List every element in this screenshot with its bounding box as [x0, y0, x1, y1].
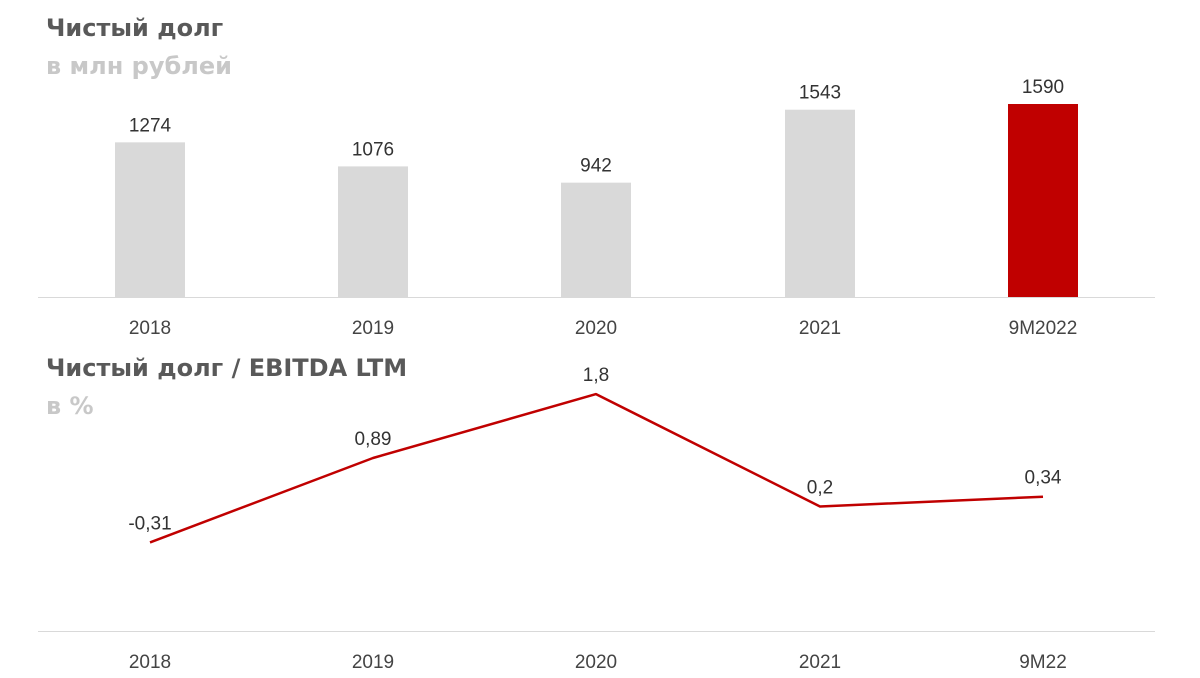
bar-value-label: 942 — [580, 156, 612, 177]
bar-9M2022 — [1008, 104, 1078, 297]
bar-chart-subtitle: в млн рублей — [46, 52, 232, 80]
bar-value-label: 1590 — [1022, 77, 1064, 98]
line-chart-subtitle: в % — [46, 392, 94, 420]
net-debt-ebitda-line-chart: -0,31 2018 0,89 2019 1,8 2020 0,2 2021 0,34 9M22 — [38, 365, 1155, 673]
line-value-label: 0,2 — [807, 478, 833, 499]
line-x-tick-label: 2019 — [352, 652, 394, 673]
line-x-tick-label: 9M22 — [1019, 652, 1067, 673]
bar-2019 — [338, 166, 408, 297]
bar-value-label: 1543 — [799, 83, 841, 104]
line-x-tick-label: 2021 — [799, 652, 841, 673]
line-value-label: 0,89 — [355, 429, 392, 450]
bar-value-label: 1076 — [352, 139, 394, 160]
line-value-label: -0,31 — [128, 513, 171, 534]
line-value-label: 1,8 — [583, 365, 609, 386]
line-x-tick-label: 2018 — [129, 652, 171, 673]
bar-value-label: 1274 — [129, 115, 172, 136]
line-chart-title: Чистый долг / EBITDA LTM — [46, 354, 408, 382]
line-value-label: 0,34 — [1025, 468, 1062, 489]
net-debt-bar-chart: 1274 2018 1076 2019 942 2020 1543 2021 1590 9M202… — [38, 77, 1155, 339]
series-line — [149, 392, 1044, 544]
bar-2021 — [785, 109, 855, 297]
bar-x-tick-label: 2018 — [129, 318, 171, 339]
bar-2020 — [561, 182, 631, 297]
bar-x-tick-label: 2021 — [799, 318, 841, 339]
bar-chart-title: Чистый долг — [46, 14, 224, 42]
bar-x-tick-label: 9M2022 — [1009, 318, 1078, 339]
bar-x-tick-label: 2019 — [352, 318, 394, 339]
bar-2018 — [115, 142, 185, 297]
line-x-tick-label: 2020 — [575, 652, 617, 673]
bar-x-tick-label: 2020 — [575, 318, 617, 339]
